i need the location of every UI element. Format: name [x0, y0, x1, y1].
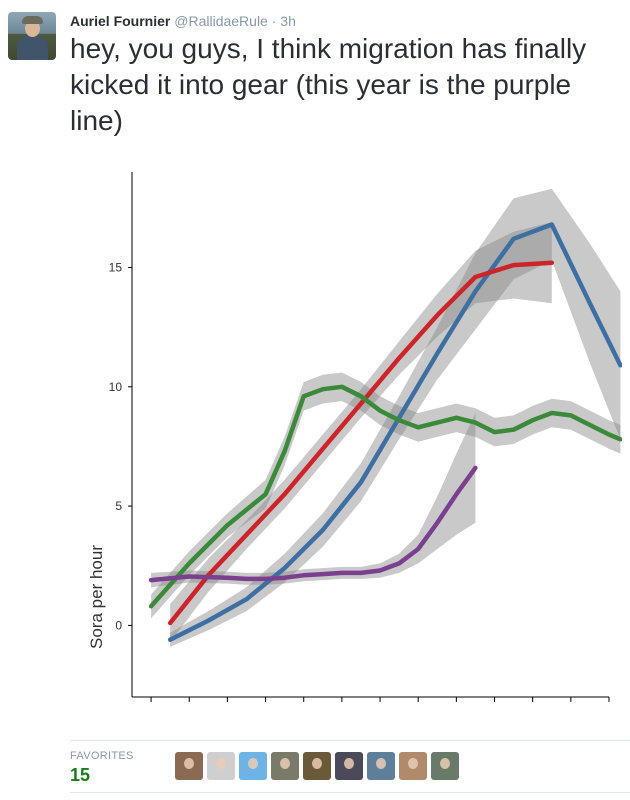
favoriter-avatar-8[interactable] [399, 752, 427, 780]
favoriters-avatar-list [175, 752, 459, 782]
series-line-3 [148, 384, 622, 609]
tweet-timestamp[interactable]: 3h [280, 13, 296, 29]
avatar-head-shape [25, 20, 40, 37]
confidence-band-3 [151, 372, 621, 619]
favoriter-avatar-7[interactable] [367, 752, 395, 780]
tweet-image-chart[interactable]: 0 5 10 15 Sora per hour [62, 162, 622, 722]
favoriter-avatar-3[interactable] [239, 752, 267, 780]
favorites-bottom-divider [70, 792, 630, 793]
favoriter-avatar-5[interactable] [303, 752, 331, 780]
series-line-2 [167, 260, 555, 626]
header-separator: · [271, 13, 277, 29]
axis-ticks: 0 5 10 15 [109, 260, 610, 702]
favoriter-avatar-6[interactable] [335, 752, 363, 780]
favoriter-avatar-4[interactable] [271, 752, 299, 780]
y-tick-label: 5 [115, 499, 122, 513]
favorites-count[interactable]: 15 [70, 765, 91, 785]
favorites-top-divider [70, 740, 630, 741]
y-axis-label: Sora per hour [87, 545, 106, 649]
line-chart: 0 5 10 15 Sora per hour [87, 172, 622, 702]
author-display-name[interactable]: Auriel Fournier [70, 13, 171, 29]
favoriter-avatar-1[interactable] [175, 752, 203, 780]
chart-axes [131, 172, 609, 698]
y-tick-label: 0 [115, 618, 122, 632]
y-tick-label: 15 [109, 260, 123, 274]
favoriter-avatar-9[interactable] [431, 752, 459, 780]
series-line-4 [148, 465, 478, 583]
tweet-header: Auriel Fournier @RallidaeRule · 3h [70, 13, 296, 29]
series-lines [148, 222, 622, 642]
author-avatar[interactable] [8, 12, 56, 60]
author-handle[interactable]: @RallidaeRule [174, 13, 268, 29]
favoriter-avatar-2[interactable] [207, 752, 235, 780]
y-tick-label: 10 [109, 380, 123, 394]
tweet-text: hey, you guys, I think migration has fin… [70, 33, 587, 136]
avatar-hat-shape [22, 16, 43, 24]
favorites-label: FAVORITES [70, 750, 134, 762]
avatar-body-shape [17, 36, 48, 60]
